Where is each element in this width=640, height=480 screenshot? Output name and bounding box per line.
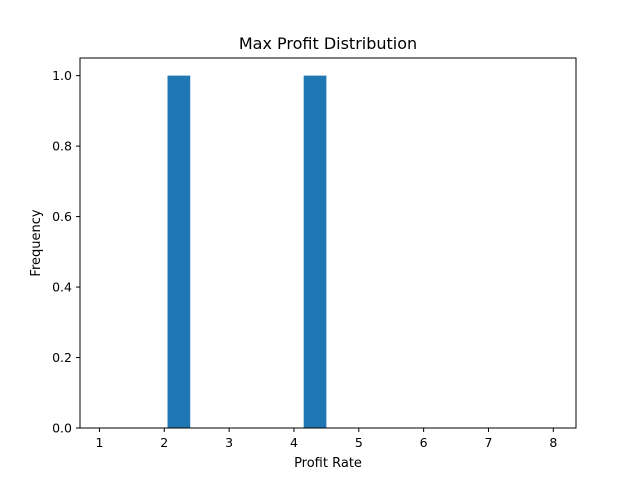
x-tick-label: 1 — [95, 435, 103, 450]
plot-frame — [79, 57, 577, 429]
chart-title: Max Profit Distribution — [239, 34, 417, 53]
y-axis-label: Frequency — [29, 209, 44, 276]
y-tick-label: 0.4 — [52, 280, 72, 295]
x-axis-label: Profit Rate — [294, 456, 362, 471]
x-tick-label: 5 — [355, 435, 363, 450]
y-axis-ticks: 0.0 0.2 0.4 0.6 0.8 1.0 — [52, 68, 80, 436]
x-tick-label: 3 — [225, 435, 233, 450]
y-tick-label: 0.6 — [52, 209, 72, 224]
y-tick-label: 0.8 — [52, 139, 72, 154]
histogram-bar-2 — [303, 75, 327, 428]
x-tick-label: 2 — [160, 435, 168, 450]
plot-background — [80, 58, 576, 428]
x-axis-ticks: 1 2 3 4 5 6 7 8 — [95, 428, 557, 450]
x-tick-label: 7 — [484, 435, 492, 450]
x-tick-label: 8 — [549, 435, 557, 450]
y-tick-label: 0.2 — [52, 350, 72, 365]
y-tick-label: 0.0 — [52, 421, 72, 436]
histogram-bar-1 — [167, 75, 191, 428]
x-tick-label: 4 — [290, 435, 298, 450]
y-tick-label: 1.0 — [52, 68, 72, 83]
bars-group — [167, 75, 327, 428]
x-tick-label: 6 — [420, 435, 428, 450]
plot-area — [79, 57, 577, 429]
